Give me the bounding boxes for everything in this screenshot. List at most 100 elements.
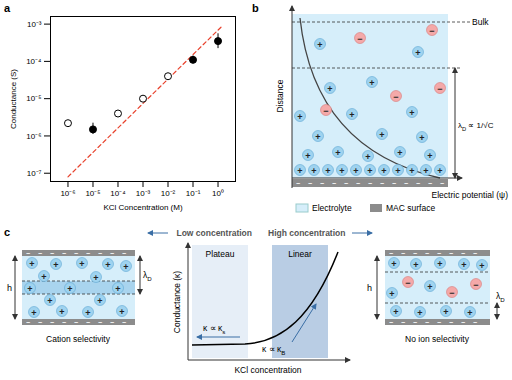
svg-text:+: + <box>327 84 332 94</box>
svg-text:−: − <box>413 250 417 257</box>
svg-text:+: + <box>29 259 34 269</box>
svg-text:+: + <box>417 308 422 318</box>
svg-text:λD ∝ 1/√C: λD ∝ 1/√C <box>458 121 494 132</box>
svg-text:+: + <box>119 307 124 317</box>
svg-text:Electric potential (ψ): Electric potential (ψ) <box>432 190 509 200</box>
svg-text:c: c <box>4 226 10 238</box>
svg-text:κ ∝ κs: κ ∝ κs <box>203 323 225 335</box>
svg-text:+: + <box>461 260 466 270</box>
svg-text:−: − <box>74 319 78 326</box>
svg-text:+: + <box>389 289 394 299</box>
svg-text:+: + <box>353 166 358 176</box>
svg-text:+: + <box>305 151 310 161</box>
svg-text:−: − <box>86 250 90 257</box>
svg-text:−: − <box>74 250 78 257</box>
svg-text:+: + <box>369 78 374 88</box>
svg-text:−: − <box>473 250 477 257</box>
svg-text:10⁻⁴: 10⁻⁴ <box>110 189 126 198</box>
svg-text:+: + <box>409 108 414 118</box>
svg-text:−: − <box>473 280 478 290</box>
svg-text:Linear: Linear <box>288 249 312 259</box>
svg-text:+: + <box>443 307 448 317</box>
svg-text:+: + <box>67 284 72 294</box>
svg-text:−: − <box>38 319 42 326</box>
svg-text:−: − <box>50 319 54 326</box>
svg-text:+: + <box>379 130 384 140</box>
svg-text:−: − <box>404 180 408 187</box>
svg-text:+: + <box>105 260 110 270</box>
svg-text:+: + <box>59 307 64 317</box>
svg-text:+: + <box>437 259 442 269</box>
svg-text:−: − <box>332 180 336 187</box>
svg-text:+: + <box>419 133 424 143</box>
svg-text:+: + <box>315 132 320 142</box>
svg-text:−: − <box>62 319 66 326</box>
svg-text:10⁻⁴: 10⁻⁴ <box>26 57 42 66</box>
svg-text:−: − <box>86 319 90 326</box>
svg-text:b: b <box>252 2 259 14</box>
svg-text:+: + <box>391 259 396 269</box>
svg-text:−: − <box>389 250 393 257</box>
svg-text:+: + <box>123 262 128 272</box>
svg-text:+: + <box>409 166 414 176</box>
svg-text:−: − <box>323 106 328 116</box>
svg-text:Electrolyte: Electrolyte <box>312 203 352 213</box>
svg-text:−: − <box>416 180 420 187</box>
svg-text:10⁰: 10⁰ <box>212 189 224 198</box>
svg-text:+: + <box>297 166 302 176</box>
svg-text:+: + <box>79 259 84 269</box>
svg-text:+: + <box>397 148 402 158</box>
svg-text:+: + <box>97 296 102 306</box>
svg-text:+: + <box>395 166 400 176</box>
svg-text:+: + <box>467 308 472 318</box>
svg-text:−: − <box>26 319 30 326</box>
svg-text:−: − <box>473 319 477 326</box>
svg-text:+: + <box>479 261 484 271</box>
svg-text:−: − <box>308 180 312 187</box>
svg-text:10⁻⁷: 10⁻⁷ <box>27 169 42 178</box>
svg-text:10⁻⁶: 10⁻⁶ <box>26 132 41 141</box>
svg-text:+: + <box>53 260 58 270</box>
svg-text:+: + <box>437 166 442 176</box>
svg-text:+: + <box>297 112 302 122</box>
svg-text:+: + <box>427 151 432 161</box>
svg-text:Plateau: Plateau <box>206 249 235 259</box>
svg-text:+: + <box>27 284 32 294</box>
svg-text:+: + <box>381 166 386 176</box>
svg-text:+: + <box>85 308 90 318</box>
svg-text:a: a <box>4 2 11 14</box>
svg-text:Conductance (κ): Conductance (κ) <box>172 271 182 334</box>
svg-text:−: − <box>437 319 441 326</box>
svg-text:−: − <box>122 319 126 326</box>
svg-text:−: − <box>440 180 444 187</box>
svg-text:−: − <box>428 180 432 187</box>
svg-text:10⁻⁵: 10⁻⁵ <box>85 189 100 198</box>
svg-text:+: + <box>393 307 398 317</box>
svg-text:+: + <box>423 166 428 176</box>
svg-text:−: − <box>437 250 441 257</box>
svg-text:High concentration: High concentration <box>268 228 345 238</box>
svg-text:KCl Concentration (M): KCl Concentration (M) <box>103 203 182 212</box>
svg-text:−: − <box>356 180 360 187</box>
svg-text:−: − <box>392 180 396 187</box>
svg-text:h: h <box>367 283 372 293</box>
svg-text:10⁻⁶: 10⁻⁶ <box>60 189 75 198</box>
svg-text:−: − <box>401 319 405 326</box>
svg-text:−: − <box>26 250 30 257</box>
svg-text:−: − <box>368 180 372 187</box>
svg-text:+: + <box>413 260 418 270</box>
svg-text:+: + <box>339 166 344 176</box>
svg-text:+: + <box>317 40 322 50</box>
svg-text:h: h <box>7 283 12 293</box>
svg-text:10⁻¹: 10⁻¹ <box>186 189 201 198</box>
svg-text:10⁻²: 10⁻² <box>161 189 176 198</box>
svg-text:−: − <box>296 180 300 187</box>
svg-text:10⁻⁵: 10⁻⁵ <box>26 94 41 103</box>
svg-text:+: + <box>415 48 420 58</box>
svg-text:−: − <box>380 180 384 187</box>
svg-text:−: − <box>98 250 102 257</box>
svg-text:−: − <box>110 250 114 257</box>
svg-text:−: − <box>401 250 405 257</box>
svg-text:−: − <box>50 250 54 257</box>
svg-text:+: + <box>311 166 316 176</box>
